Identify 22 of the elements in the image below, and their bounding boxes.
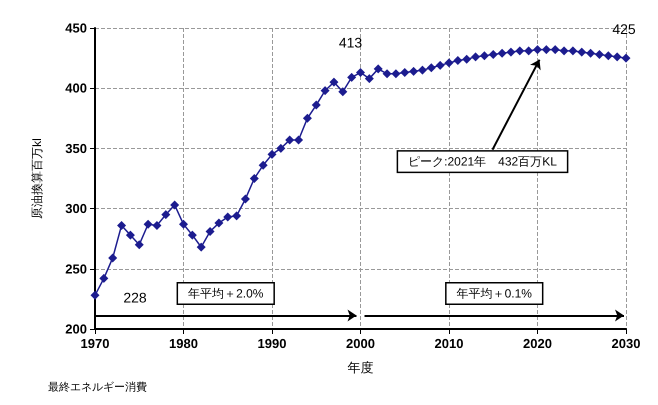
x-tick-label: 2020 — [523, 336, 552, 351]
annotation: 413 — [338, 34, 362, 51]
x-axis-title: 年度 — [348, 360, 374, 375]
x-tick-label: 1970 — [80, 336, 110, 351]
x-tick-label: 1990 — [258, 336, 286, 351]
x-tick-label: 2000 — [346, 336, 375, 351]
annotation: 年平均＋0.1% — [456, 286, 532, 300]
y-tick-label: 400 — [65, 80, 87, 96]
y-tick-label: 250 — [65, 261, 87, 276]
y-tick-label: 200 — [65, 322, 87, 336]
x-tick-label: 2010 — [434, 336, 464, 351]
annotation: 425 — [612, 21, 636, 38]
y-axis-title: 原油換算百万kl — [30, 138, 44, 219]
annotation: ピーク:2021年 432百万KL — [408, 154, 558, 169]
text: 最終エネルギー消費 — [48, 380, 147, 394]
x-tick-label: 2030 — [612, 336, 640, 351]
x-tick-label: 1980 — [169, 336, 198, 351]
annotation: 年平均＋2.0% — [188, 286, 264, 300]
y-tick-label: 300 — [65, 201, 87, 216]
y-tick-label: 450 — [65, 20, 87, 36]
annotation: 228 — [123, 289, 147, 306]
y-tick-label: 350 — [65, 140, 87, 156]
